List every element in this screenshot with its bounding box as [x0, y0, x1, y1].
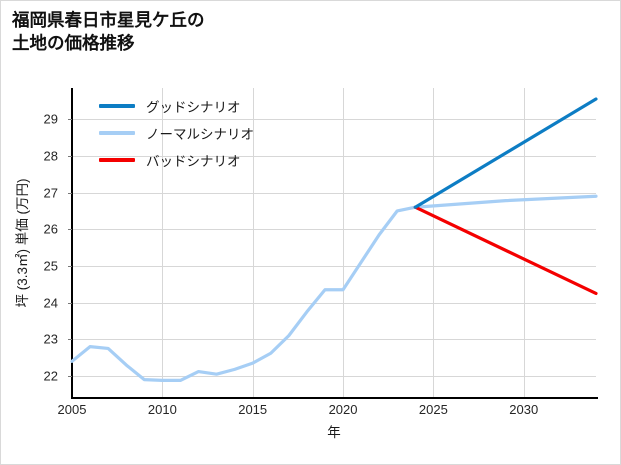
- y-tick-label: 27: [43, 185, 58, 201]
- legend: グッドシナリオ ノーマルシナリオ バッドシナリオ: [99, 92, 314, 173]
- x-axis-spine: [71, 397, 598, 399]
- series-line: [413, 205, 598, 296]
- y-tick-label: 22: [43, 368, 58, 384]
- x-tick-label: 2020: [328, 402, 358, 417]
- legend-item[interactable]: グッドシナリオ: [99, 92, 314, 119]
- legend-swatch-icon: [99, 157, 135, 162]
- gridline-horizontal: [72, 155, 596, 157]
- gridline-horizontal: [72, 119, 596, 121]
- y-tick-mark: [68, 229, 72, 231]
- gridline-horizontal: [72, 302, 596, 304]
- x-axis-label: 年: [327, 425, 341, 440]
- x-tick-label: 2005: [57, 402, 87, 417]
- y-tick-mark: [68, 119, 72, 121]
- x-tick-label: 2010: [147, 402, 177, 417]
- x-tick-label: 2015: [238, 402, 268, 417]
- y-tick-mark: [68, 375, 72, 377]
- plot-area: 22 23 24 25 26 27 28 29 2005 2010 2015 2020 2025 2030: [44, 88, 598, 417]
- gridline-vertical: [162, 88, 164, 398]
- y-tick-mark: [68, 339, 72, 341]
- legend-item-label: ノーマルシナリオ: [146, 126, 254, 142]
- legend-swatch-icon: [99, 103, 135, 108]
- y-tick-mark: [68, 155, 72, 157]
- gridline-vertical: [252, 88, 254, 398]
- page-title: 福岡県春日市星見ケ丘の 土地の価格推移: [12, 10, 205, 54]
- y-tick-label: 28: [43, 148, 58, 164]
- legend-item[interactable]: バッドシナリオ: [99, 146, 314, 173]
- gridline-horizontal: [72, 229, 596, 231]
- y-tick-label: 24: [43, 295, 58, 311]
- y-tick-label: 26: [43, 221, 58, 237]
- gridline-horizontal: [72, 339, 596, 341]
- legend-swatch-icon: [99, 130, 135, 135]
- y-tick-mark: [68, 192, 72, 194]
- series-line: [413, 97, 598, 209]
- legend-item-label: バッドシナリオ: [146, 153, 241, 169]
- gridline-horizontal: [72, 375, 596, 377]
- gridline-vertical: [523, 88, 525, 398]
- y-tick-label: 25: [43, 258, 58, 274]
- gridline-horizontal: [72, 265, 596, 267]
- x-tick-label: 2025: [418, 402, 448, 417]
- y-axis-spine: [71, 88, 73, 399]
- series-line: [70, 194, 598, 382]
- y-tick-label: 29: [43, 111, 58, 127]
- legend-item[interactable]: ノーマルシナリオ: [99, 119, 314, 146]
- x-tick-label: 2030: [509, 402, 539, 417]
- y-tick-mark: [68, 302, 72, 304]
- series-lines: [70, 97, 598, 382]
- y-tick-mark: [68, 265, 72, 267]
- gridline-horizontal: [72, 192, 596, 194]
- legend-item-label: グッドシナリオ: [146, 99, 241, 115]
- gridline-vertical: [433, 88, 435, 398]
- gridline-vertical: [343, 88, 345, 398]
- y-tick-label: 23: [43, 331, 58, 347]
- plot-background: [72, 88, 596, 398]
- y-axis-label: 坪 (3.3㎡) 単価 (万円): [15, 178, 30, 308]
